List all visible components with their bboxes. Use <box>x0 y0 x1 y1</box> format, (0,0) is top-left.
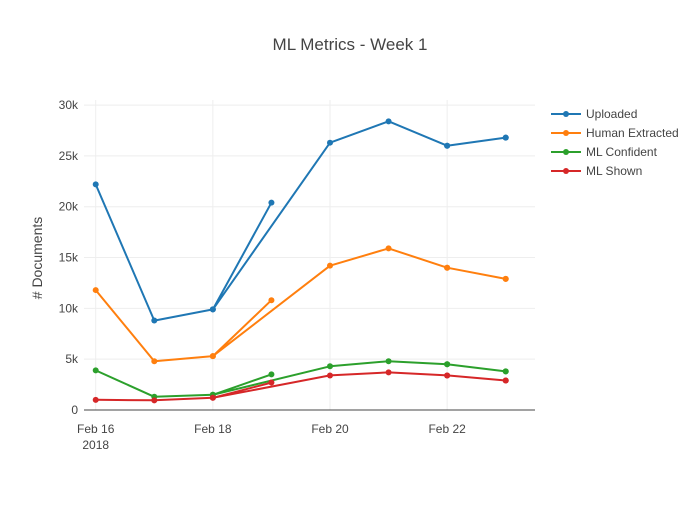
series-ml-shown <box>92 369 509 404</box>
data-point[interactable] <box>92 181 99 188</box>
legend-label: ML Confident <box>586 145 658 159</box>
data-point[interactable] <box>327 262 333 269</box>
legend-label: Uploaded <box>586 107 637 121</box>
chart-title: ML Metrics - Week 1 <box>273 35 428 54</box>
data-point[interactable] <box>268 371 275 378</box>
legend-item[interactable]: ML Confident <box>551 145 658 159</box>
series-line <box>94 247 507 363</box>
data-point[interactable] <box>327 363 333 370</box>
x-tick-sublabel: 2018 <box>82 438 109 452</box>
data-point[interactable] <box>92 396 99 403</box>
legend-item[interactable]: ML Shown <box>551 164 642 178</box>
x-tick-label: Feb 20 <box>311 422 349 436</box>
series-uploaded <box>92 118 509 324</box>
data-point[interactable] <box>151 317 158 324</box>
data-point[interactable] <box>209 306 216 313</box>
data-point[interactable] <box>268 199 275 206</box>
series-layer <box>92 118 509 404</box>
data-point[interactable] <box>444 372 451 379</box>
data-point[interactable] <box>502 275 509 282</box>
data-point[interactable] <box>268 297 275 304</box>
data-point[interactable] <box>385 369 392 376</box>
data-point[interactable] <box>502 368 509 375</box>
legend-item[interactable]: Uploaded <box>551 107 637 121</box>
series-line <box>95 360 507 398</box>
legend-swatch-marker <box>563 149 569 155</box>
data-point[interactable] <box>502 377 509 384</box>
data-point[interactable] <box>444 264 451 271</box>
y-tick-label: 30k <box>59 98 79 112</box>
data-point[interactable] <box>385 118 392 125</box>
series-ml-confident <box>92 358 509 400</box>
x-tick-label: Feb 16 <box>77 422 115 436</box>
axes: 0 5k 10k 15k 20k 25k 30k Feb 16 2018 Feb 18 Feb 20… <box>59 98 535 452</box>
legend[interactable]: Uploaded Human Extracted ML Confident ML Sh… <box>551 107 679 178</box>
series-line <box>94 120 507 322</box>
data-point[interactable] <box>502 134 509 141</box>
y-tick-label: 0 <box>71 403 78 417</box>
data-point[interactable] <box>151 397 158 404</box>
x-tick-label: Feb 18 <box>194 422 232 436</box>
legend-swatch-marker <box>563 168 569 174</box>
data-point[interactable] <box>151 358 158 365</box>
data-point[interactable] <box>209 394 216 401</box>
grid-lines <box>84 100 535 410</box>
data-point[interactable] <box>385 245 392 252</box>
legend-item[interactable]: Human Extracted <box>551 126 679 140</box>
legend-swatch-marker <box>563 130 569 136</box>
x-tick-label: Feb 22 <box>428 422 466 436</box>
y-tick-label: 15k <box>59 251 79 265</box>
data-point[interactable] <box>444 361 451 368</box>
legend-label: Human Extracted <box>586 126 679 140</box>
y-tick-label: 5k <box>65 352 79 366</box>
data-point[interactable] <box>92 367 99 374</box>
legend-label: ML Shown <box>586 164 642 178</box>
data-point[interactable] <box>327 139 333 146</box>
legend-swatch-marker <box>563 111 569 117</box>
y-tick-label: 25k <box>59 149 79 163</box>
y-axis-title: # Documents <box>29 217 45 299</box>
series-human-extracted <box>92 245 509 365</box>
data-point[interactable] <box>327 372 333 379</box>
data-point[interactable] <box>92 287 99 294</box>
data-point[interactable] <box>209 353 216 360</box>
data-point[interactable] <box>385 358 392 365</box>
y-tick-label: 20k <box>59 200 79 214</box>
data-point[interactable] <box>268 379 275 386</box>
data-point[interactable] <box>444 142 451 149</box>
y-tick-label: 10k <box>59 301 79 315</box>
